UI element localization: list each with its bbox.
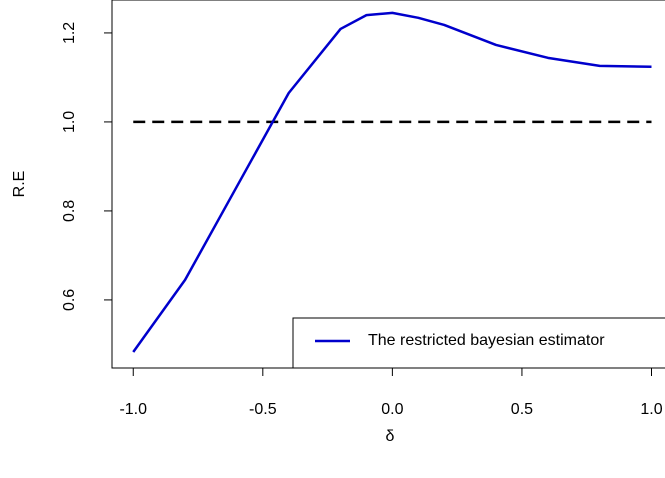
y-tick-label: 1.2 <box>61 22 78 44</box>
legend-label: The restricted bayesian estimator <box>368 332 605 349</box>
y-tick-label: 0.6 <box>61 289 78 311</box>
y-axis-label: R.E <box>11 171 28 198</box>
x-tick-label: -0.5 <box>249 401 277 418</box>
line-series <box>132 11 652 353</box>
x-tick-label: 1.0 <box>640 401 662 418</box>
plot-box <box>111 0 665 369</box>
y-tick-label: 1.0 <box>61 111 78 133</box>
x-tick-label: -1.0 <box>119 401 147 418</box>
x-tick-label: 0.5 <box>511 401 533 418</box>
y-tick-label: 0.8 <box>61 200 78 222</box>
legend-box <box>292 317 665 369</box>
x-axis-label: δ <box>386 428 395 445</box>
x-tick-label: 0.0 <box>381 401 403 418</box>
